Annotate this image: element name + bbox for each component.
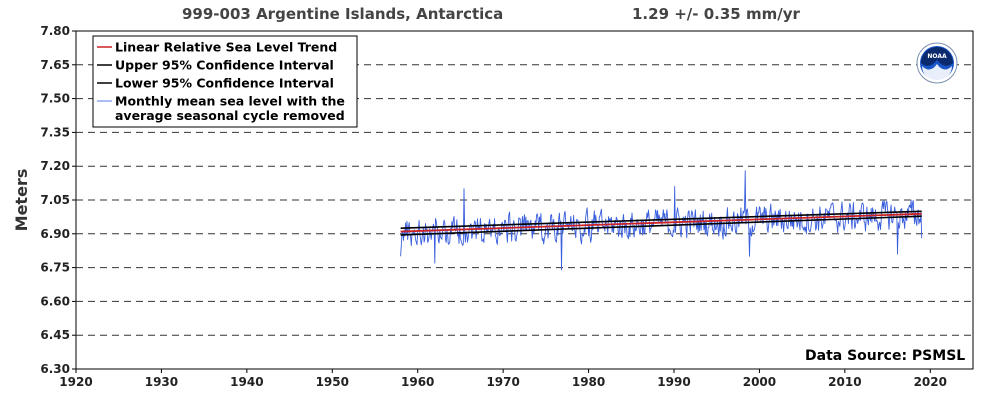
trend-line	[400, 212, 922, 233]
x-tick-label: 1940	[230, 375, 263, 389]
x-axis: 1920 1930 1940 1950 1960 1970 1980 1990 2000 2010…	[59, 369, 947, 389]
y-tick-label: 6.90	[40, 227, 70, 241]
x-tick-label: 2020	[914, 375, 947, 389]
x-tick-label: 1960	[401, 375, 434, 389]
y-tick-label: 6.60	[40, 294, 70, 308]
legend-label-upper-ci: Upper 95% Confidence Interval	[115, 58, 334, 73]
y-tick-label: 7.35	[40, 125, 70, 139]
noaa-logo-text: NOAA	[927, 53, 947, 60]
legend-label-monthly-line2: average seasonal cycle removed	[115, 108, 345, 123]
x-tick-label: 1990	[657, 375, 690, 389]
trend-rate-label: 1.29 +/- 0.35 mm/yr	[632, 5, 800, 23]
y-tick-label: 6.30	[40, 362, 70, 376]
x-tick-label: 2000	[743, 375, 776, 389]
x-tick-label: 1980	[572, 375, 605, 389]
y-tick-label: 6.75	[40, 261, 70, 275]
noaa-logo-icon: NOAA	[916, 42, 958, 84]
legend-label-lower-ci: Lower 95% Confidence Interval	[115, 76, 334, 91]
x-tick-label: 2010	[828, 375, 861, 389]
y-axis-label: Meters	[12, 169, 31, 232]
legend-label-trend: Linear Relative Sea Level Trend	[115, 40, 337, 55]
x-tick-label: 1930	[145, 375, 178, 389]
y-tick-label: 7.80	[40, 24, 70, 38]
lower-ci-line	[400, 215, 922, 236]
chart-title: 999-003 Argentine Islands, Antarctica	[182, 5, 503, 23]
legend-box	[92, 35, 358, 128]
series-layer	[400, 170, 923, 271]
x-tick-label: 1970	[486, 375, 519, 389]
y-tick-label: 7.05	[40, 193, 70, 207]
y-tick-label: 7.65	[40, 58, 70, 72]
legend: Linear Relative Sea Level Trend Upper 95…	[92, 35, 358, 128]
x-tick-label: 1920	[59, 375, 92, 389]
upper-ci-line	[400, 210, 922, 229]
data-source-label: Data Source: PSMSL	[805, 348, 965, 364]
y-tick-label: 7.50	[40, 92, 70, 106]
y-tick-label: 7.20	[40, 159, 70, 173]
y-axis: 7.80 7.65 7.50 7.35 7.20 7.05 6.90 6.75 6.60 6.45…	[40, 24, 76, 376]
x-tick-label: 1950	[316, 375, 349, 389]
y-tick-label: 6.45	[40, 328, 70, 342]
legend-label-monthly-line1: Monthly mean sea level with the	[115, 94, 345, 109]
monthly-mean-series-line	[400, 170, 923, 271]
